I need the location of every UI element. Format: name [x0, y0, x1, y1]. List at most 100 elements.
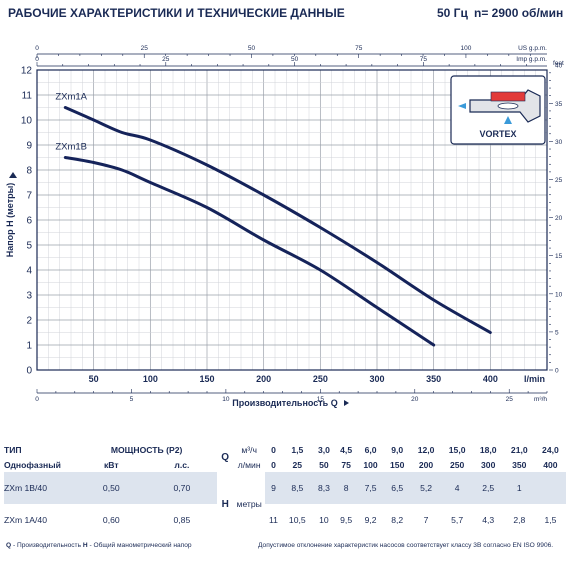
performance-table: ТИП МОЩНОСТЬ (P2) Q м³/ч 0 1,5 3,0 4,5 6…	[4, 442, 566, 536]
y-tick-label: 11	[22, 91, 33, 102]
h-cell: 2,8	[513, 515, 526, 525]
y-tick-label: 5	[26, 241, 32, 252]
x-tick-label: 300	[369, 374, 384, 384]
q-lmin-cell: 75	[341, 459, 351, 470]
q-m3h-cell: 24,0	[542, 444, 559, 455]
y-tick-label: 8	[26, 166, 32, 177]
h-cell: 8,2	[391, 515, 404, 525]
m3h-tick-label: 0	[35, 396, 39, 403]
y-tick-label: 7	[26, 191, 32, 202]
imp-gpm-unit-label: Imp g.p.m.	[516, 56, 547, 63]
y-tick-label: 9	[26, 141, 32, 152]
hp-header: л.с.	[174, 459, 190, 470]
vortex-inset: VORTEX	[450, 75, 546, 145]
us-gpm-unit-label: US g.p.m.	[518, 45, 547, 52]
y-tick-label: 1	[26, 341, 32, 352]
y-tick-label: 4	[26, 266, 32, 277]
imp-gpm-tick-label: 50	[291, 56, 299, 63]
speed-label: n= 2900 об/мин	[474, 6, 564, 20]
q-lmin-cell: 25	[292, 459, 303, 470]
y-tick-label: 10	[21, 116, 33, 127]
q-m3h-cell: 12,0	[417, 444, 435, 455]
feet-tick-label: 15	[555, 253, 563, 260]
h-cell: 2,5	[472, 472, 504, 504]
x-tick-label: 50	[89, 374, 99, 384]
kw-cell: 0,60	[102, 515, 120, 525]
feet-tick-label: 25	[555, 177, 563, 184]
h-unit: метры	[233, 472, 266, 536]
plot-frame	[36, 69, 548, 371]
q-lmin-cell: 350	[512, 459, 527, 470]
us-gpm-tick-label: 100	[461, 45, 472, 52]
q-lmin-cell: 300	[481, 459, 496, 470]
m3h-tick-label: 25	[506, 396, 514, 403]
chart-series: ZXm1A ZXm1B	[55, 92, 492, 347]
x-tick-label: 100	[143, 374, 158, 384]
q-lmin-cell: 400	[543, 459, 558, 470]
m3h-tick-label: 5	[130, 396, 134, 403]
page-title: РАБОЧИЕ ХАРАКТЕРИСТИКИ И ТЕХНИЧЕСКИЕ ДАН…	[8, 6, 345, 20]
h-cell: 1,5	[544, 515, 557, 525]
y-tick-label: 0	[26, 366, 32, 377]
y-tick-label: 6	[26, 216, 32, 227]
q-m3h-cell: 21,0	[510, 444, 528, 455]
q-lmin-cell: 50	[319, 459, 329, 470]
m3h-tick-label: 10	[222, 396, 230, 403]
series-line-zxm1b	[63, 156, 436, 347]
h-cell: 1	[503, 472, 535, 504]
m3h-tick-label: 15	[317, 396, 325, 403]
q-m3h-cell: 0	[271, 444, 276, 455]
kw-header: кВт	[103, 459, 119, 470]
h-cell: 8,5	[281, 472, 313, 504]
x-tick-label: 200	[256, 374, 271, 384]
x-tick-label: 400	[483, 374, 498, 384]
imp-gpm-tick-label: 75	[420, 56, 428, 63]
h-cell: 10,5	[288, 515, 306, 525]
footer-legend: Q - Производительность H - Общий маномет…	[6, 542, 192, 549]
feet-tick-label: 5	[555, 329, 559, 336]
h-cell	[534, 472, 566, 504]
x-axis-title: Производительность Q	[232, 398, 337, 408]
h-cell: 4	[441, 472, 473, 504]
h-cell: 10	[319, 515, 329, 525]
x-arrow-icon	[344, 400, 349, 406]
q-lmin-cell: 250	[449, 459, 465, 470]
kw-cell: 0,50	[76, 472, 147, 504]
h-cell: 6,5	[383, 472, 411, 504]
m3h-unit-label: m³/h	[534, 396, 547, 403]
model-cell: ZXm 1B/40	[4, 472, 76, 504]
inflow-arrow-icon	[504, 116, 512, 124]
h-cell: 9	[265, 472, 282, 504]
feet-tick-label: 10	[555, 291, 563, 298]
x-tick-label: 250	[313, 374, 328, 384]
q-lmin-cell: 100	[363, 459, 378, 470]
us-gpm-tick-label: 25	[141, 45, 149, 52]
frequency-label: 50 Гц	[437, 6, 468, 20]
h-cell: 4,3	[482, 515, 495, 525]
inset-label: VORTEX	[479, 129, 516, 139]
q-m3h-cell: 6,0	[364, 444, 377, 455]
us-gpm-tick-label: 50	[248, 45, 256, 52]
q-m3h-cell: 1,5	[291, 444, 304, 455]
feet-tick-label: 30	[555, 139, 563, 146]
y-tick-label: 3	[26, 291, 32, 302]
h-cell: 7	[423, 515, 429, 525]
table-row: ZXm 1A/40 0,60 0,85 11 10,5 10 9,5 9,2 8…	[4, 504, 566, 536]
legend-h-symbol: H	[82, 542, 88, 549]
y-arrow-icon	[9, 172, 17, 178]
legend-h-text: - Общий манометрический напор	[89, 542, 192, 549]
h-cell: 9,2	[364, 515, 377, 525]
impeller-icon	[490, 91, 526, 102]
x-unit-label: l/min	[524, 374, 545, 384]
outflow-arrow-icon	[458, 103, 466, 109]
imp-gpm-tick-label: 25	[162, 56, 170, 63]
y-tick-label: 12	[21, 66, 33, 77]
q-symbol: Q	[221, 451, 230, 463]
legend-q-symbol: Q	[6, 542, 12, 549]
hp-cell: 0,70	[146, 472, 218, 504]
legend-q-text: - Производительность	[12, 542, 82, 549]
series-line-zxm1a	[63, 106, 492, 334]
h-symbol: H	[217, 472, 234, 536]
